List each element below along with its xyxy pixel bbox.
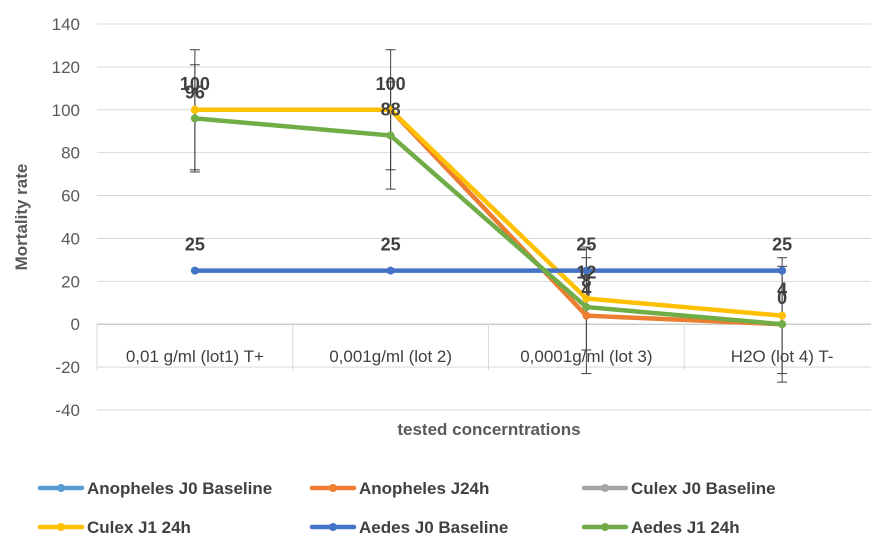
data-label: 96: [185, 82, 205, 102]
data-label: 4: [581, 280, 591, 300]
y-tick-label: 120: [52, 58, 80, 77]
data-label: 8: [581, 271, 591, 291]
legend-swatch-marker: [601, 523, 609, 531]
legend-swatch-marker: [57, 484, 65, 492]
data-point: [582, 311, 591, 320]
x-axis-title: tested concerntrations: [397, 420, 580, 439]
data-point: [190, 114, 199, 123]
data-label: 100: [376, 74, 406, 94]
y-tick-label: -20: [55, 358, 80, 377]
legend-swatch-marker: [329, 523, 337, 531]
series-line: [192, 107, 785, 327]
data-point: [582, 294, 591, 303]
legend-swatch-marker: [601, 484, 609, 492]
legend-item: Aedes J0 Baseline: [309, 518, 508, 537]
data-label: 0: [777, 288, 787, 308]
series-line: [192, 116, 785, 327]
y-tick-label: 20: [61, 272, 80, 291]
data-point: [778, 320, 787, 329]
legend-item: Anopheles J24h: [309, 479, 489, 498]
data-label: 4: [777, 280, 787, 300]
series-culex-j1-24h: [190, 105, 787, 320]
data-point: [386, 266, 395, 275]
category-axis: 0,01 g/ml (lot1) T+ 0,001g/ml (lot 2) 0,00…: [96, 323, 871, 371]
data-point: [582, 266, 591, 275]
y-tick-label: -40: [55, 401, 80, 420]
series-anopheles-j24h: [190, 105, 787, 329]
legend-label: Aedes J1 24h: [631, 518, 740, 537]
y-tick-label: 60: [61, 187, 80, 206]
data-point: [190, 266, 199, 275]
legend-label: Culex J1 24h: [87, 518, 191, 537]
data-label: 100: [180, 74, 210, 94]
series-line: [192, 107, 785, 318]
legend-swatch-marker: [329, 484, 337, 492]
data-point: [778, 266, 787, 275]
data-label: 25: [576, 235, 596, 255]
legend-label: Anopheles J0 Baseline: [87, 479, 272, 498]
legend-item: Culex J0 Baseline: [581, 479, 776, 498]
series-lines: [190, 105, 787, 329]
legend-label: Anopheles J24h: [359, 479, 489, 498]
legend-label: Aedes J0 Baseline: [359, 518, 508, 537]
legend-label: Culex J0 Baseline: [631, 479, 776, 498]
data-label: 12: [576, 262, 596, 282]
category-label: 0,01 g/ml (lot1) T+: [126, 347, 264, 366]
legend-item: Anopheles J0 Baseline: [37, 479, 272, 498]
data-point: [190, 105, 199, 114]
legend: Anopheles J0 Baseline Anopheles J24h Culex…: [37, 479, 776, 537]
data-point: [386, 131, 395, 140]
legend-swatch-marker: [57, 523, 65, 531]
data-point: [386, 105, 395, 114]
y-tick-label: 40: [61, 229, 80, 248]
y-tick-label: 100: [52, 101, 80, 120]
y-tick-labels: -40 -20 0 20 40 60 80 100 120 140: [52, 15, 80, 420]
category-label: 0,001g/ml (lot 2): [329, 347, 452, 366]
data-label: 25: [381, 235, 401, 255]
series-aedes-j1-24h: [190, 114, 787, 329]
y-axis-title: Mortality rate: [12, 164, 31, 271]
data-label: 88: [381, 100, 401, 120]
y-tick-label: 140: [52, 15, 80, 34]
data-point: [778, 311, 787, 320]
y-tick-label: 0: [71, 315, 80, 334]
data-point: [582, 303, 591, 312]
y-tick-label: 80: [61, 144, 80, 163]
legend-item: Aedes J1 24h: [581, 518, 740, 537]
legend-item: Culex J1 24h: [37, 518, 191, 537]
data-label: 25: [185, 235, 205, 255]
data-label: 25: [772, 235, 792, 255]
series-aedes-j0-baseline: [190, 266, 787, 275]
